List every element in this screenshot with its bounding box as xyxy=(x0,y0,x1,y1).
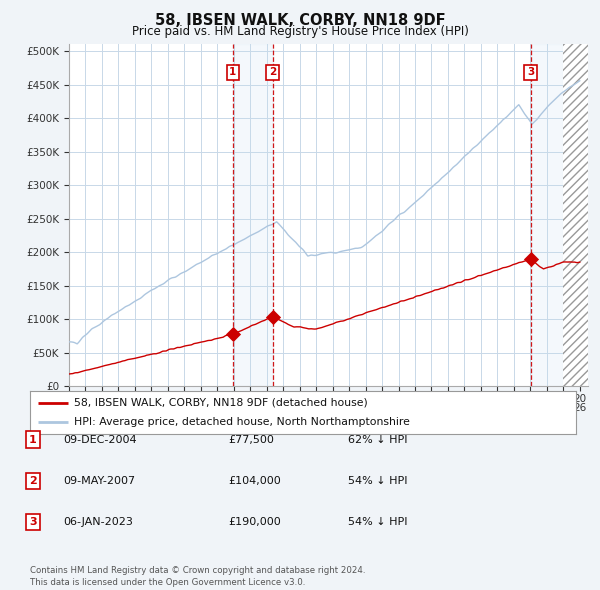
Text: 2: 2 xyxy=(269,67,276,77)
Text: £190,000: £190,000 xyxy=(228,517,281,527)
Text: 58, IBSEN WALK, CORBY, NN18 9DF (detached house): 58, IBSEN WALK, CORBY, NN18 9DF (detache… xyxy=(74,398,367,408)
Text: £77,500: £77,500 xyxy=(228,435,274,444)
Text: 09-DEC-2004: 09-DEC-2004 xyxy=(63,435,137,444)
Text: 54% ↓ HPI: 54% ↓ HPI xyxy=(348,517,407,527)
Text: £104,000: £104,000 xyxy=(228,476,281,486)
Point xyxy=(228,330,238,339)
Text: 2: 2 xyxy=(29,476,37,486)
Text: HPI: Average price, detached house, North Northamptonshire: HPI: Average price, detached house, Nort… xyxy=(74,417,410,427)
Text: Price paid vs. HM Land Registry's House Price Index (HPI): Price paid vs. HM Land Registry's House … xyxy=(131,25,469,38)
Text: 3: 3 xyxy=(527,67,534,77)
Bar xyxy=(530,44,563,386)
Text: 54% ↓ HPI: 54% ↓ HPI xyxy=(348,476,407,486)
Point xyxy=(268,312,277,322)
Text: 58, IBSEN WALK, CORBY, NN18 9DF: 58, IBSEN WALK, CORBY, NN18 9DF xyxy=(155,13,445,28)
Text: 62% ↓ HPI: 62% ↓ HPI xyxy=(348,435,407,444)
Text: 1: 1 xyxy=(29,435,37,444)
Text: Contains HM Land Registry data © Crown copyright and database right 2024.
This d: Contains HM Land Registry data © Crown c… xyxy=(30,566,365,587)
Point xyxy=(526,254,535,264)
Text: 06-JAN-2023: 06-JAN-2023 xyxy=(63,517,133,527)
Text: 3: 3 xyxy=(29,517,37,527)
Text: 1: 1 xyxy=(229,67,236,77)
Bar xyxy=(563,44,596,386)
Text: 09-MAY-2007: 09-MAY-2007 xyxy=(63,476,135,486)
Bar xyxy=(233,44,272,386)
